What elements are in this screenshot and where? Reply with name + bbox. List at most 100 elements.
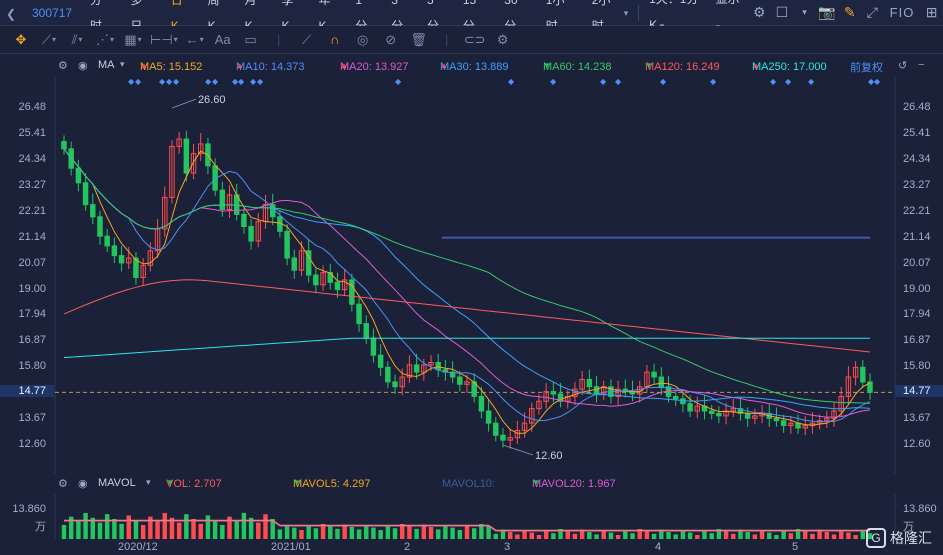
hide-icon[interactable]: ⊘: [385, 31, 397, 47]
candle-body[interactable]: [514, 429, 521, 439]
candle-body[interactable]: [478, 395, 485, 412]
volume-bar[interactable]: [371, 527, 376, 539]
volume-bar[interactable]: [723, 531, 729, 539]
candle-body[interactable]: [198, 143, 204, 155]
volume-bar[interactable]: [731, 533, 736, 539]
candle-body[interactable]: [867, 381, 873, 393]
volume-bar[interactable]: [220, 525, 225, 539]
volume-bar[interactable]: [335, 528, 340, 539]
volume-bar[interactable]: [313, 528, 319, 539]
vol-visibility-icon[interactable]: ◉: [78, 478, 88, 490]
volume-bar[interactable]: [795, 529, 801, 539]
volume-bar[interactable]: [140, 525, 146, 539]
volume-bar[interactable]: [148, 516, 153, 539]
candle-body[interactable]: [579, 378, 585, 390]
candle-body[interactable]: [377, 354, 384, 368]
volume-bar[interactable]: [738, 529, 743, 539]
period-tab-quarterly[interactable]: 季K: [272, 0, 309, 39]
period-tab-daily[interactable]: 日K: [161, 0, 198, 39]
volume-bar[interactable]: [328, 526, 333, 539]
volume-bar[interactable]: [234, 521, 239, 539]
candle-body[interactable]: [162, 196, 168, 230]
candle-body[interactable]: [687, 403, 693, 412]
candle-body[interactable]: [744, 412, 751, 419]
candle-body[interactable]: [291, 257, 298, 271]
square-dropdown-icon[interactable]: ▾: [802, 7, 807, 17]
candle-body[interactable]: [680, 398, 686, 405]
fib-icon[interactable]: ▦ ▾: [124, 31, 142, 47]
candle-body[interactable]: [284, 230, 290, 259]
volume-bar[interactable]: [104, 514, 110, 539]
volume-bar[interactable]: [212, 520, 218, 539]
candle-body[interactable]: [493, 422, 499, 436]
volume-bar[interactable]: [270, 519, 275, 539]
volume-bar[interactable]: [507, 532, 513, 539]
candle-body[interactable]: [593, 386, 600, 395]
volume-bar[interactable]: [666, 532, 671, 539]
volume-bar[interactable]: [421, 524, 427, 539]
candle-body[interactable]: [356, 303, 362, 325]
volume-bar[interactable]: [162, 513, 167, 539]
volume-bar[interactable]: [292, 527, 297, 539]
candle-body[interactable]: [694, 405, 701, 412]
volume-bar[interactable]: [651, 533, 657, 539]
volume-bar[interactable]: [529, 532, 534, 539]
volume-bar[interactable]: [241, 513, 247, 539]
candle-body[interactable]: [773, 417, 780, 422]
volume-bar[interactable]: [486, 526, 491, 539]
candle-body[interactable]: [176, 138, 182, 147]
volume-bar[interactable]: [558, 529, 563, 539]
period-tab-weekly[interactable]: 周K: [198, 0, 235, 39]
volume-bar[interactable]: [767, 532, 772, 539]
candle-body[interactable]: [363, 323, 369, 339]
candle-body[interactable]: [780, 420, 787, 427]
adjust-mode-button[interactable]: 前复权: [850, 62, 883, 74]
period-more-dropdown[interactable]: [618, 0, 635, 26]
magnet-icon[interactable]: ∩: [330, 32, 340, 47]
candle-body[interactable]: [298, 250, 305, 271]
period-tab-monthly[interactable]: 月K: [235, 0, 272, 39]
volume-bar[interactable]: [378, 530, 383, 539]
candle-body[interactable]: [831, 410, 837, 419]
candle-body[interactable]: [716, 412, 722, 417]
candle-body[interactable]: [406, 364, 413, 378]
square-icon[interactable]: ☐: [775, 4, 789, 20]
candle-body[interactable]: [413, 364, 420, 373]
volume-bar[interactable]: [284, 525, 290, 539]
volume-bar[interactable]: [407, 526, 412, 539]
candle-body[interactable]: [521, 422, 528, 431]
candle-body[interactable]: [852, 366, 859, 378]
stock-code[interactable]: ❮ 300717: [0, 6, 80, 21]
volume-bar[interactable]: [803, 531, 808, 539]
candle-body[interactable]: [737, 408, 744, 414]
volume-bar[interactable]: [169, 517, 175, 539]
channel-icon[interactable]: ⫽ ▾: [71, 31, 83, 47]
volume-bar[interactable]: [695, 535, 700, 539]
candle-body[interactable]: [111, 245, 118, 257]
volume-bar[interactable]: [824, 532, 830, 539]
candle-body[interactable]: [61, 141, 67, 150]
volume-bar[interactable]: [500, 529, 506, 539]
candle-body[interactable]: [349, 279, 355, 305]
volume-bar[interactable]: [759, 530, 765, 539]
volume-bar[interactable]: [256, 522, 261, 539]
volume-bar[interactable]: [579, 529, 585, 539]
volume-bar[interactable]: [227, 516, 232, 539]
candle-body[interactable]: [651, 371, 657, 378]
volume-bar[interactable]: [587, 532, 592, 539]
eye-icon[interactable]: ◎: [357, 31, 369, 47]
vol-dropdown-icon[interactable]: ▾: [146, 477, 151, 487]
volume-bar[interactable]: [119, 523, 124, 539]
volume-bar[interactable]: [364, 525, 369, 539]
volume-bar[interactable]: [522, 530, 527, 539]
ruler-icon[interactable]: ⟋: [302, 31, 312, 47]
candle-body[interactable]: [586, 378, 593, 388]
volume-bar[interactable]: [155, 521, 160, 539]
candle-body[interactable]: [802, 425, 808, 429]
candle-body[interactable]: [529, 408, 535, 424]
pencil-icon[interactable]: ✎: [843, 4, 856, 20]
volume-bar[interactable]: [133, 520, 139, 539]
volume-bar[interactable]: [97, 522, 103, 539]
volume-bar[interactable]: [450, 527, 455, 539]
volume-bar[interactable]: [774, 535, 779, 539]
